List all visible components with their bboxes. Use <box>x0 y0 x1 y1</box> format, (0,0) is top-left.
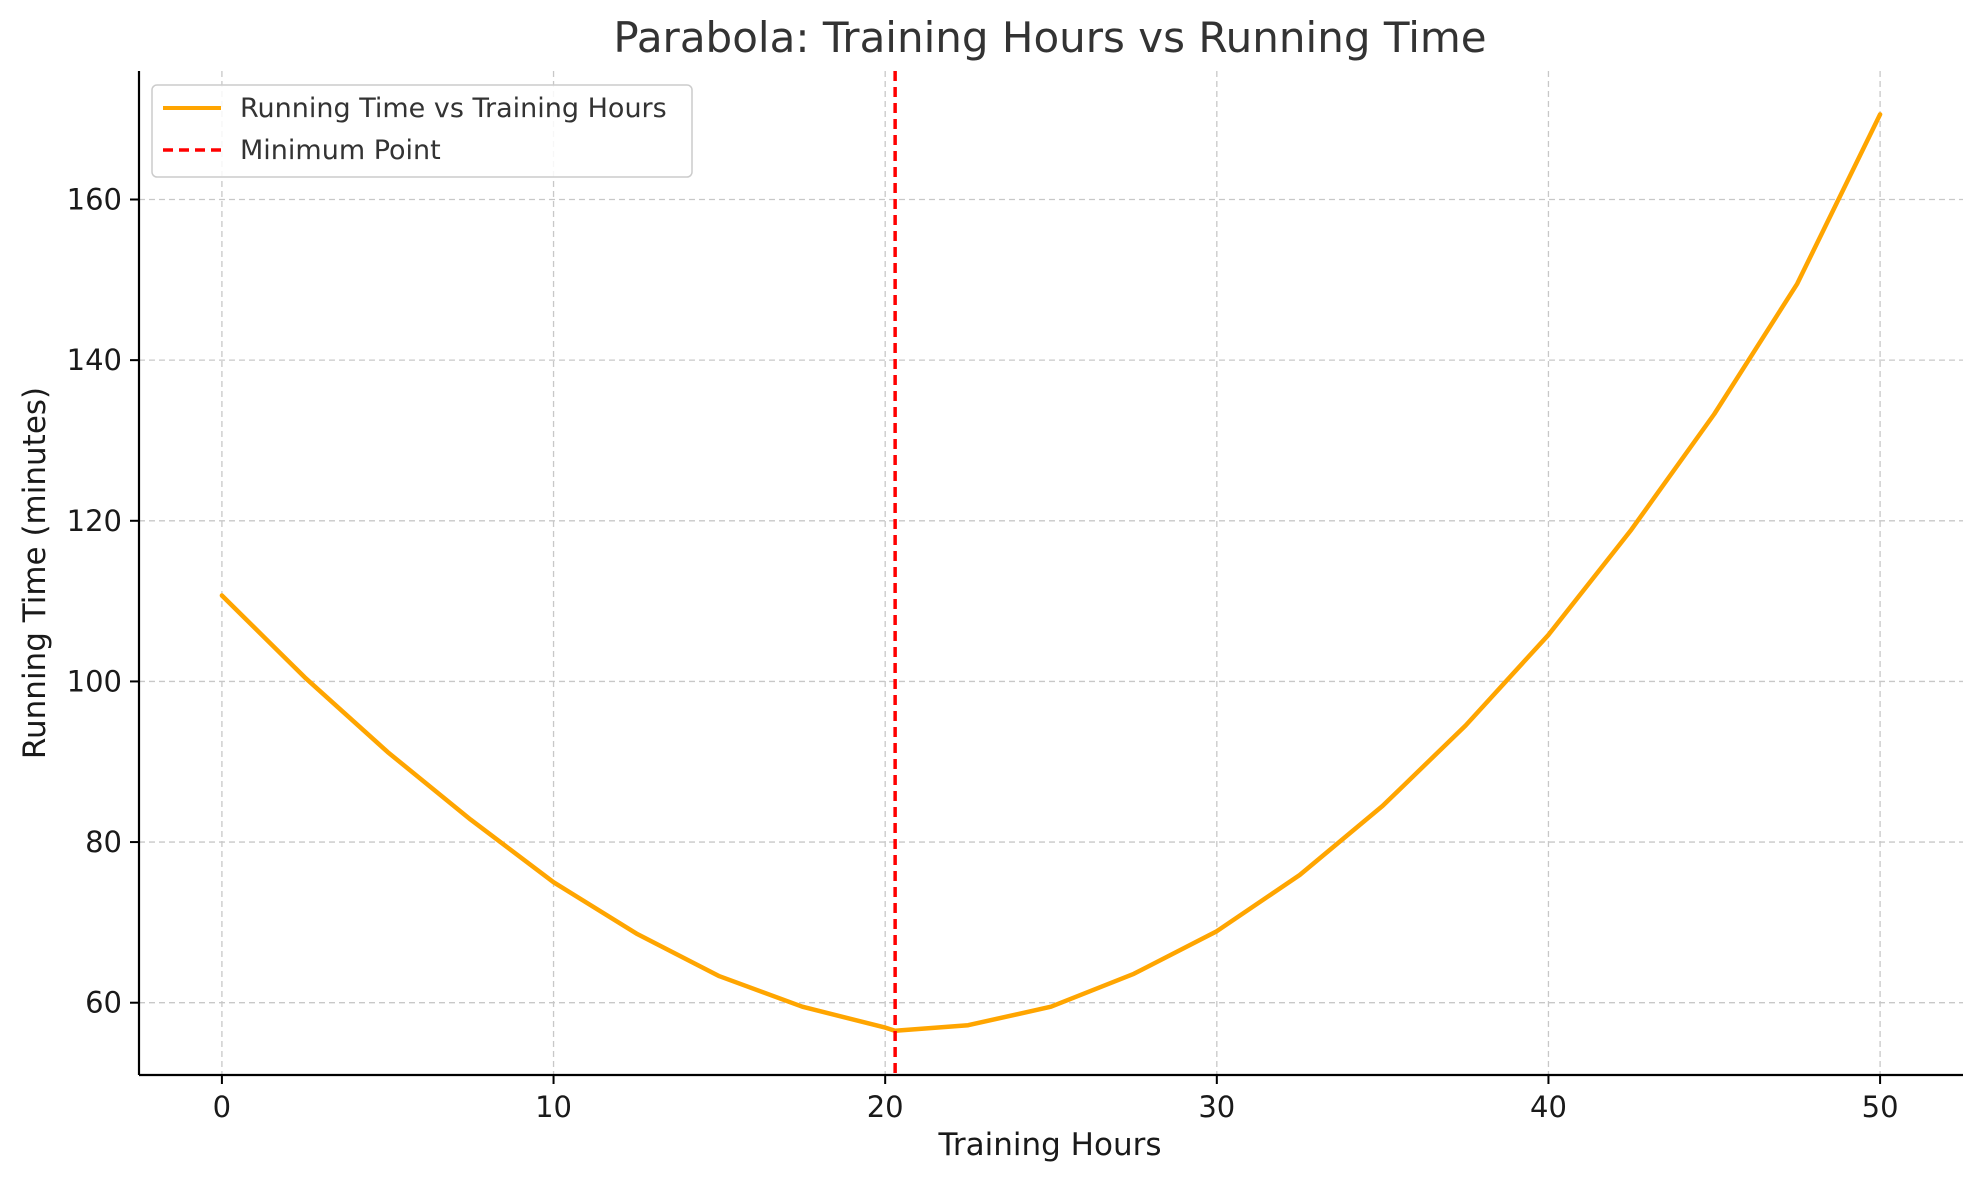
y-tick-label: 80 <box>85 825 122 859</box>
grid <box>139 71 1963 1075</box>
x-tick-label: 0 <box>213 1090 231 1124</box>
y-tick-label: 60 <box>85 986 122 1020</box>
y-tick-label: 120 <box>67 504 122 538</box>
x-tick-label: 40 <box>1530 1090 1567 1124</box>
x-tick-label: 30 <box>1198 1090 1235 1124</box>
x-axis-label: Training Hours <box>938 1127 1162 1163</box>
y-tick-label: 140 <box>67 343 122 377</box>
y-tick-label: 160 <box>67 183 122 217</box>
running-time-curve <box>219 112 1883 1034</box>
axes-spines <box>137 71 1963 1077</box>
legend-box <box>151 84 693 178</box>
y-tick-label: 100 <box>67 664 122 698</box>
legend-label-minimum: Minimum Point <box>240 135 441 166</box>
ticks: 0 10 20 30 40 50 60 80 100 120 140 160 <box>67 183 1899 1124</box>
x-tick-label: 10 <box>535 1090 572 1124</box>
chart-title: Parabola: Training Hours vs Running Time <box>613 13 1486 62</box>
legend: Running Time vs Training Hours Minimum P… <box>151 84 693 178</box>
x-tick-label: 20 <box>867 1090 904 1124</box>
y-axis-label: Running Time (minutes) <box>17 387 53 759</box>
legend-label-curve: Running Time vs Training Hours <box>240 93 667 124</box>
x-tick-label: 50 <box>1862 1090 1899 1124</box>
series-layer <box>219 71 1883 1075</box>
